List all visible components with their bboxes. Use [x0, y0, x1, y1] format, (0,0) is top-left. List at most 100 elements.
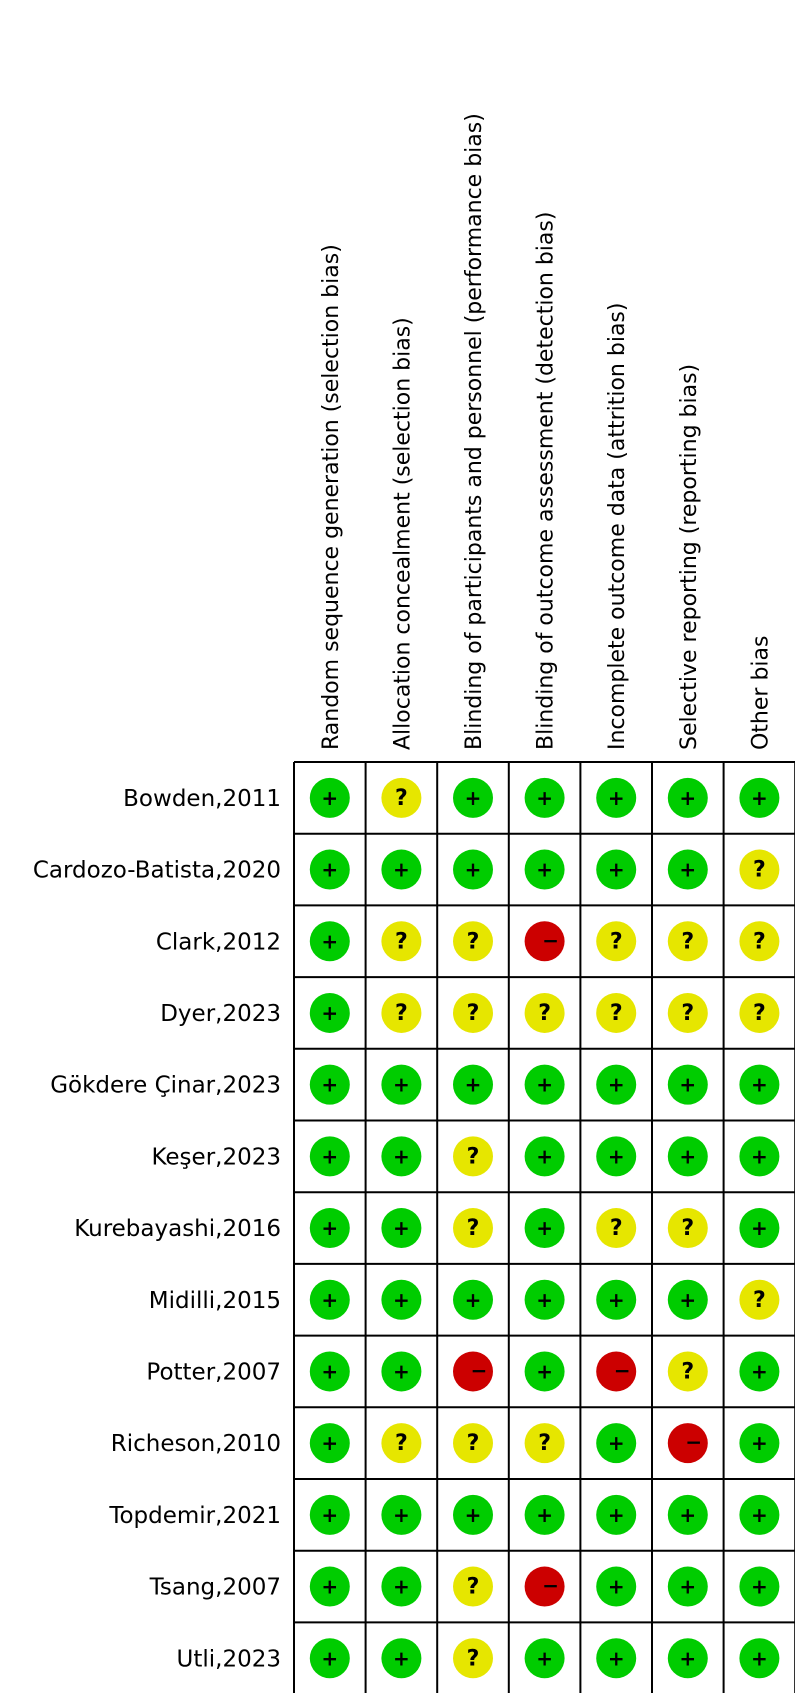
- judgement-symbol: +: [393, 1288, 410, 1312]
- judgement-symbol: +: [608, 1646, 625, 1670]
- judgement-low-mark: [667, 1136, 708, 1177]
- judgement-symbol: +: [536, 1646, 553, 1670]
- judgement-low-mark: [596, 1279, 637, 1320]
- judgement-symbol: +: [536, 786, 553, 810]
- study-labels: Bowden,2011 Cardozo-Batista,2020 Clark,201…: [33, 786, 281, 1672]
- study-label: Tsang,2007: [149, 1575, 281, 1601]
- judgement-symbol: +: [321, 1646, 338, 1670]
- judgement-symbol: ?: [538, 1431, 551, 1456]
- judgement-symbol: ?: [395, 1001, 408, 1026]
- judgement-symbol: ?: [753, 929, 766, 954]
- judgement-symbol: ?: [753, 1001, 766, 1026]
- judgement-unclear-mark: [667, 921, 708, 962]
- study-label: Richeson,2010: [111, 1431, 281, 1457]
- judgement-low-mark: [524, 777, 565, 818]
- judgement-low-mark: [309, 1064, 350, 1105]
- judgement-low-mark: [381, 1494, 422, 1535]
- domain-header: Blinding of participants and personnel (…: [462, 113, 487, 750]
- judgement-symbol: ?: [467, 1575, 480, 1600]
- judgement-symbol: ?: [681, 1216, 694, 1241]
- study-label: Dyer,2023: [160, 1001, 281, 1027]
- judgement-low-mark: [524, 1136, 565, 1177]
- domain-header: Incomplete outcome data (attrition bias): [605, 303, 630, 750]
- study-label: Utli,2023: [177, 1646, 281, 1672]
- judgement-symbol: ?: [467, 1431, 480, 1456]
- judgement-unclear-mark: [739, 849, 780, 890]
- judgement-unclear-mark: [453, 1208, 493, 1249]
- judgement-symbol: ?: [753, 858, 766, 883]
- judgement-symbol: +: [393, 1646, 410, 1670]
- judgement-symbol: +: [751, 786, 768, 810]
- judgement-symbol: +: [679, 1144, 696, 1168]
- judgement-low-mark: [453, 849, 493, 890]
- judgement-low-mark: [309, 1638, 350, 1679]
- domain-header: Allocation concealment (selection bias): [390, 317, 415, 750]
- judgement-symbol: +: [608, 1575, 625, 1599]
- judgement-symbol: ?: [467, 1646, 480, 1671]
- judgement-symbol: +: [465, 858, 482, 882]
- judgement-symbol: +: [679, 1646, 696, 1670]
- judgement-symbol: +: [751, 1216, 768, 1240]
- judgement-symbol: +: [465, 1503, 482, 1527]
- judgement-low-mark: [739, 777, 780, 818]
- judgement-low-mark: [667, 1064, 708, 1105]
- judgement-low-mark: [381, 849, 422, 890]
- study-label: Topdemir,2021: [108, 1503, 281, 1529]
- judgement-low-mark: [381, 1064, 422, 1105]
- judgement-symbol: +: [393, 1503, 410, 1527]
- judgement-unclear-mark: [453, 1566, 493, 1607]
- judgement-low-mark: [524, 1494, 565, 1535]
- judgement-symbol: ?: [395, 929, 408, 954]
- judgement-high-mark: [524, 1566, 565, 1607]
- judgement-low-mark: [596, 1064, 637, 1105]
- judgement-symbol: −: [471, 1358, 488, 1382]
- judgement-low-mark: [524, 1351, 565, 1392]
- judgement-symbol: −: [614, 1358, 631, 1382]
- judgement-low-mark: [739, 1638, 780, 1679]
- study-label: Bowden,2011: [123, 786, 281, 812]
- judgement-symbol: ?: [467, 929, 480, 954]
- judgement-low-mark: [739, 1494, 780, 1535]
- judgement-unclear-mark: [667, 1351, 708, 1392]
- judgement-symbol: +: [751, 1359, 768, 1383]
- judgement-low-mark: [309, 1423, 350, 1464]
- judgement-low-mark: [596, 1423, 637, 1464]
- judgement-low-mark: [596, 1136, 637, 1177]
- judgement-low-mark: [453, 777, 493, 818]
- judgement-symbol: +: [393, 1073, 410, 1097]
- judgement-low-mark: [309, 1208, 350, 1249]
- judgement-unclear-mark: [453, 1638, 493, 1679]
- judgement-unclear-mark: [596, 1208, 637, 1249]
- judgement-symbol: +: [321, 1503, 338, 1527]
- domain-header: Selective reporting (reporting bias): [677, 364, 702, 750]
- judgement-unclear-mark: [667, 992, 708, 1033]
- judgement-grid: [293, 761, 795, 1693]
- judgement-symbol: ?: [610, 1001, 623, 1026]
- judgement-low-mark: [667, 777, 708, 818]
- judgement-low-mark: [667, 1566, 708, 1607]
- study-label: Kurebayashi,2016: [74, 1216, 281, 1242]
- judgement-symbol: +: [393, 1359, 410, 1383]
- judgement-symbol: ?: [467, 1144, 480, 1169]
- judgement-unclear-mark: [453, 992, 493, 1033]
- judgement-unclear-mark: [596, 921, 637, 962]
- judgement-low-mark: [381, 1566, 422, 1607]
- judgement-unclear-mark: [453, 1136, 493, 1177]
- judgement-symbol: +: [393, 1575, 410, 1599]
- judgement-symbol: +: [608, 1288, 625, 1312]
- judgement-low-mark: [381, 1208, 422, 1249]
- judgement-symbol: −: [685, 1430, 702, 1454]
- judgement-unclear-mark: [739, 921, 780, 962]
- judgement-low-mark: [309, 1279, 350, 1320]
- judgement-symbol: +: [465, 786, 482, 810]
- judgement-high-mark: [453, 1351, 493, 1392]
- judgement-symbol: +: [321, 858, 338, 882]
- domain-header: Blinding of outcome assessment (detectio…: [534, 212, 559, 750]
- judgement-symbol: +: [536, 1288, 553, 1312]
- judgement-symbol: ?: [681, 1001, 694, 1026]
- judgement-low-mark: [596, 777, 637, 818]
- judgement-symbol: +: [679, 1503, 696, 1527]
- judgement-symbol: +: [679, 1073, 696, 1097]
- judgement-unclear-mark: [381, 1423, 422, 1464]
